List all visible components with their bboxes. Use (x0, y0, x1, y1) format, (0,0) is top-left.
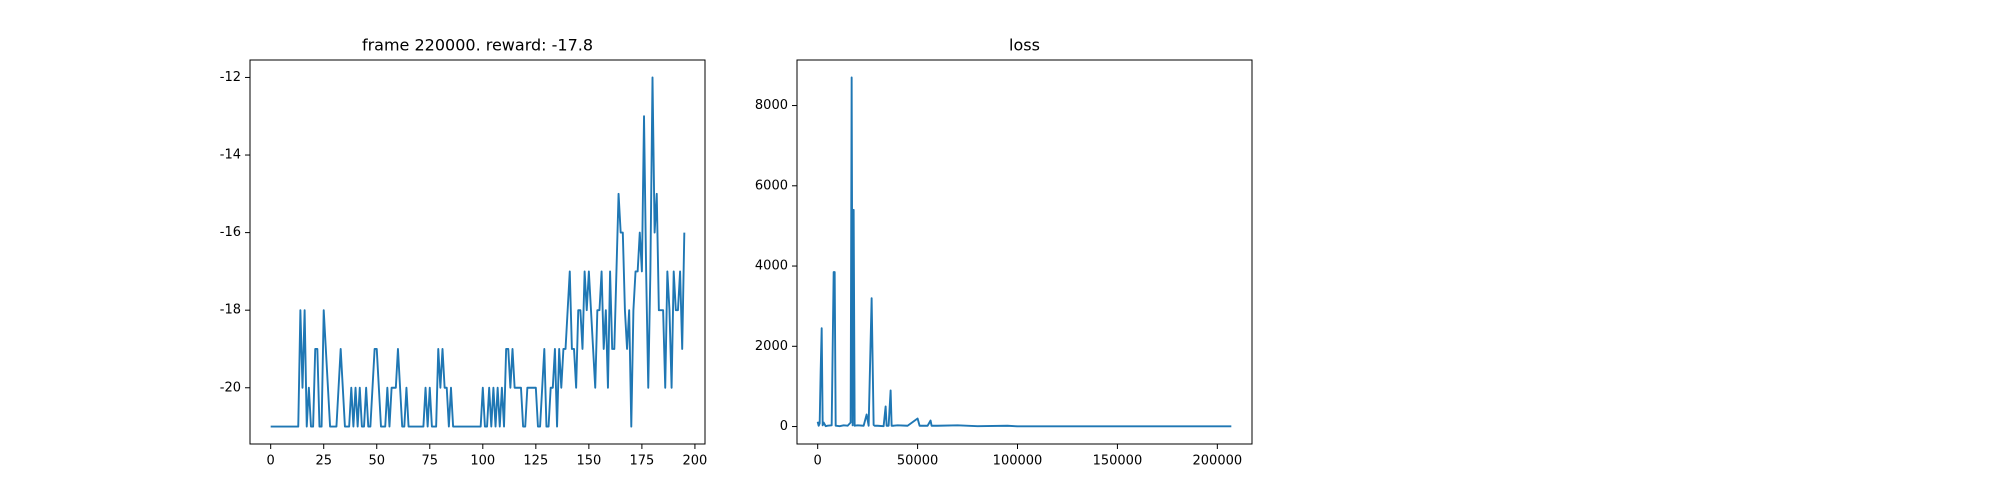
y-tick-label: -18 (220, 303, 241, 318)
axes-frame (249, 59, 706, 445)
x-tick-label: 150 (576, 454, 601, 469)
y-tick-label: 2000 (755, 339, 788, 354)
y-tick-label: 4000 (755, 259, 788, 274)
x-tick-label: 50000 (897, 454, 938, 469)
line-series (270, 76, 686, 428)
x-tick-label: 125 (523, 454, 548, 469)
y-tick-label: -16 (220, 225, 241, 240)
y-tick-label: -14 (220, 148, 241, 163)
line-series (816, 76, 1232, 428)
chart-title: loss (1009, 36, 1040, 55)
x-tick-label: 50 (368, 454, 385, 469)
x-tick-label: 150000 (1093, 454, 1143, 469)
y-tick-label: 6000 (755, 178, 788, 193)
y-tick-label: -20 (220, 380, 241, 395)
x-tick-label: 100000 (993, 454, 1043, 469)
x-tick-label: 200 (683, 454, 708, 469)
x-tick-label: 75 (421, 454, 438, 469)
x-tick-label: 0 (814, 454, 822, 469)
x-tick-label: 200000 (1193, 454, 1243, 469)
x-tick-label: 100 (470, 454, 495, 469)
x-tick-label: 175 (629, 454, 654, 469)
chart-title: frame 220000. reward: -17.8 (362, 36, 593, 55)
y-tick-label: 8000 (755, 98, 788, 113)
axes-frame (796, 59, 1253, 445)
x-tick-label: 0 (267, 454, 275, 469)
y-tick-label: -12 (220, 70, 241, 85)
x-tick-label: 25 (315, 454, 332, 469)
y-tick-label: 0 (780, 419, 788, 434)
